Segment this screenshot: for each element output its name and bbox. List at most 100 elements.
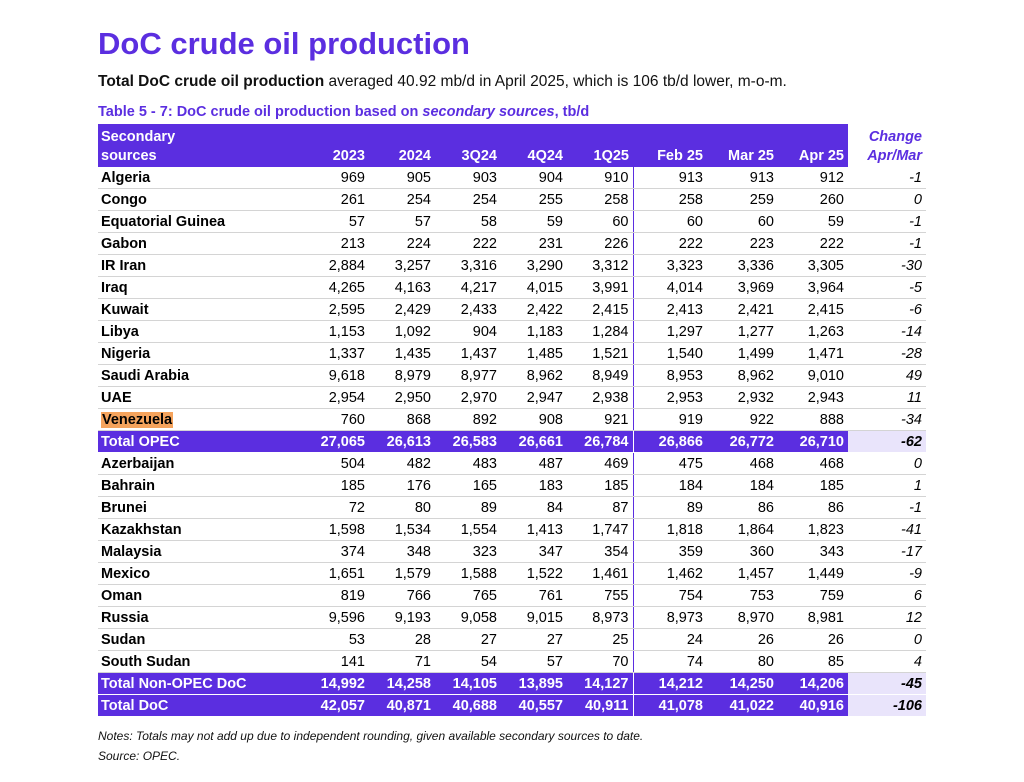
table-row: Oman 819 766 765 761 755 754 753 759 6 (98, 584, 926, 607)
value-cell: 165 (435, 474, 501, 497)
value-cell: 14,206 (778, 672, 848, 695)
value-cell: 2,970 (435, 386, 501, 409)
value-cell: 760 (298, 408, 369, 431)
value-cell: 185 (778, 474, 848, 497)
table-notes: Notes: Totals may not add up due to inde… (98, 726, 643, 766)
value-cell: 26,866 (633, 430, 707, 453)
value-cell: 1,651 (298, 562, 369, 585)
value-cell: 4,163 (369, 276, 435, 299)
header-period: Feb 25 (633, 145, 707, 167)
production-table: Secondary Change sources 2023 2024 3Q24 4Q2… (98, 124, 926, 717)
value-cell: 504 (298, 452, 369, 475)
value-cell: 487 (501, 452, 567, 475)
value-cell: 348 (369, 540, 435, 563)
country-name: Venezuela (98, 408, 298, 431)
header-sources: sources (98, 145, 298, 167)
country-name: Algeria (98, 167, 298, 189)
value-cell: 4,015 (501, 276, 567, 299)
value-cell: 1,457 (707, 562, 778, 585)
value-cell: 904 (501, 167, 567, 189)
value-cell: 1,437 (435, 342, 501, 365)
value-cell: 483 (435, 452, 501, 475)
change-cell: -6 (848, 298, 926, 321)
value-cell: 468 (707, 452, 778, 475)
country-name: Equatorial Guinea (98, 210, 298, 233)
value-cell: 819 (298, 584, 369, 607)
value-cell: 766 (369, 584, 435, 607)
value-cell: 1,413 (501, 518, 567, 541)
value-cell: 54 (435, 650, 501, 673)
country-name: Nigeria (98, 342, 298, 365)
value-cell: 85 (778, 650, 848, 673)
country-name: Iraq (98, 276, 298, 299)
table-row: Sudan 53 28 27 27 25 24 26 26 0 (98, 628, 926, 651)
value-cell: 254 (435, 188, 501, 211)
change-cell: 0 (848, 188, 926, 211)
value-cell: 40,557 (501, 694, 567, 717)
country-name: Russia (98, 606, 298, 629)
value-cell: 255 (501, 188, 567, 211)
value-cell: 2,950 (369, 386, 435, 409)
country-name: Bahrain (98, 474, 298, 497)
value-cell: 260 (778, 188, 848, 211)
table-row: Brunei 72 80 89 84 87 89 86 86 -1 (98, 496, 926, 519)
country-name: UAE (98, 386, 298, 409)
value-cell: 27,065 (298, 430, 369, 453)
value-cell: 25 (567, 628, 634, 651)
value-cell: 3,336 (707, 254, 778, 277)
value-cell: 1,598 (298, 518, 369, 541)
country-name: Kazakhstan (98, 518, 298, 541)
change-cell: -34 (848, 408, 926, 431)
value-cell: 913 (707, 167, 778, 189)
value-cell: 87 (567, 496, 634, 519)
change-cell: 1 (848, 474, 926, 497)
value-cell: 1,534 (369, 518, 435, 541)
value-cell: 14,212 (633, 672, 707, 695)
value-cell: 26,710 (778, 430, 848, 453)
table-row: Equatorial Guinea 57 57 58 59 60 60 60 59 -1 (98, 210, 926, 233)
change-cell: -1 (848, 496, 926, 519)
value-cell: 2,947 (501, 386, 567, 409)
country-name: Congo (98, 188, 298, 211)
value-cell: 70 (567, 650, 634, 673)
value-cell: 213 (298, 232, 369, 255)
value-cell: 259 (707, 188, 778, 211)
value-cell: 359 (633, 540, 707, 563)
value-cell: 2,413 (633, 298, 707, 321)
header-period: 2023 (298, 145, 369, 167)
country-name: Libya (98, 320, 298, 343)
value-cell: 1,337 (298, 342, 369, 365)
header-period: 4Q24 (501, 145, 567, 167)
value-cell: 1,284 (567, 320, 634, 343)
value-cell: 86 (778, 496, 848, 519)
value-cell: 347 (501, 540, 567, 563)
value-cell: 8,973 (567, 606, 634, 629)
change-cell: 12 (848, 606, 926, 629)
value-cell: 59 (778, 210, 848, 233)
change-cell: -5 (848, 276, 926, 299)
value-cell: 903 (435, 167, 501, 189)
value-cell: 26,613 (369, 430, 435, 453)
value-cell: 2,595 (298, 298, 369, 321)
value-cell: 183 (501, 474, 567, 497)
value-cell: 1,485 (501, 342, 567, 365)
summary-bold: Total DoC crude oil production (98, 73, 325, 90)
value-cell: 40,911 (567, 694, 634, 717)
change-cell: -45 (848, 672, 926, 695)
value-cell: 2,938 (567, 386, 634, 409)
header-period: 2024 (369, 145, 435, 167)
value-cell: 1,153 (298, 320, 369, 343)
value-cell: 89 (633, 496, 707, 519)
value-cell: 1,297 (633, 320, 707, 343)
value-cell: 59 (501, 210, 567, 233)
value-cell: 1,579 (369, 562, 435, 585)
value-cell: 868 (369, 408, 435, 431)
table-row: Iraq 4,265 4,163 4,217 4,015 3,991 4,014 3,969 3… (98, 276, 926, 299)
value-cell: 258 (567, 188, 634, 211)
value-cell: 475 (633, 452, 707, 475)
table-row: Gabon 213 224 222 231 226 222 223 222 -1 (98, 232, 926, 255)
value-cell: 910 (567, 167, 634, 189)
change-cell: 6 (848, 584, 926, 607)
value-cell: 224 (369, 232, 435, 255)
country-name: South Sudan (98, 650, 298, 673)
